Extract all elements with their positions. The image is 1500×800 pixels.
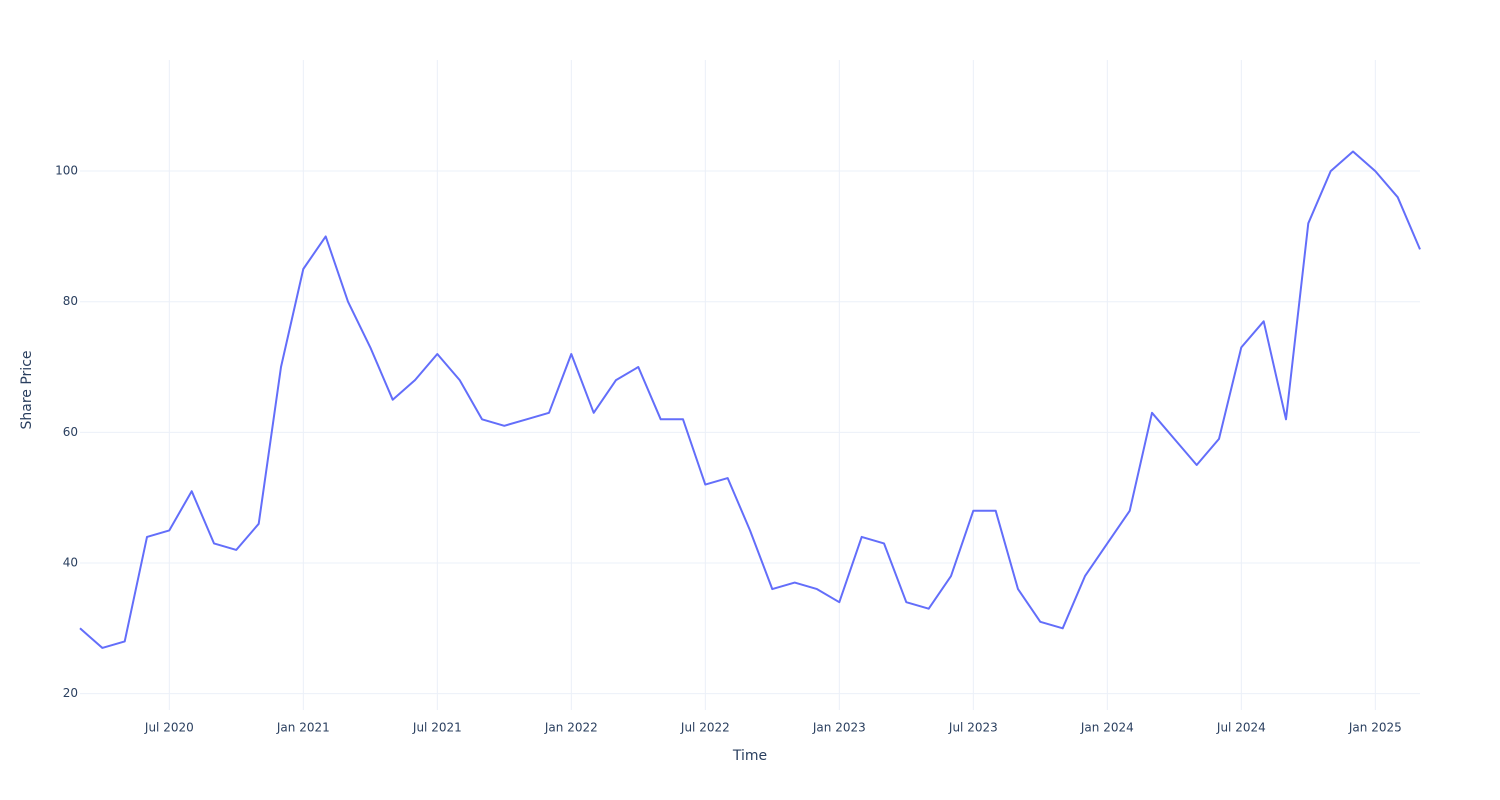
y-axis-title: Share Price <box>19 350 35 429</box>
x-tick-label: Jul 2020 <box>144 721 194 735</box>
y-tick-label: 60 <box>63 425 78 439</box>
x-tick-label: Jan 2021 <box>276 721 330 735</box>
x-tick-label: Jan 2025 <box>1348 721 1402 735</box>
x-tick-label: Jan 2022 <box>544 721 598 735</box>
y-tick-label: 80 <box>63 294 78 308</box>
x-tick-label: Jul 2023 <box>948 721 998 735</box>
y-tick-label: 40 <box>63 556 78 570</box>
x-tick-label: Jan 2024 <box>1080 721 1134 735</box>
y-tick-label: 20 <box>63 686 78 700</box>
x-axis-title: Time <box>732 748 767 764</box>
x-tick-label: Jan 2023 <box>812 721 866 735</box>
x-tick-label: Jul 2022 <box>680 721 730 735</box>
x-tick-label: Jul 2021 <box>412 721 462 735</box>
y-tick-label: 100 <box>55 164 78 178</box>
price-line <box>79 150 1421 649</box>
x-tick-label: Jul 2024 <box>1216 721 1266 735</box>
